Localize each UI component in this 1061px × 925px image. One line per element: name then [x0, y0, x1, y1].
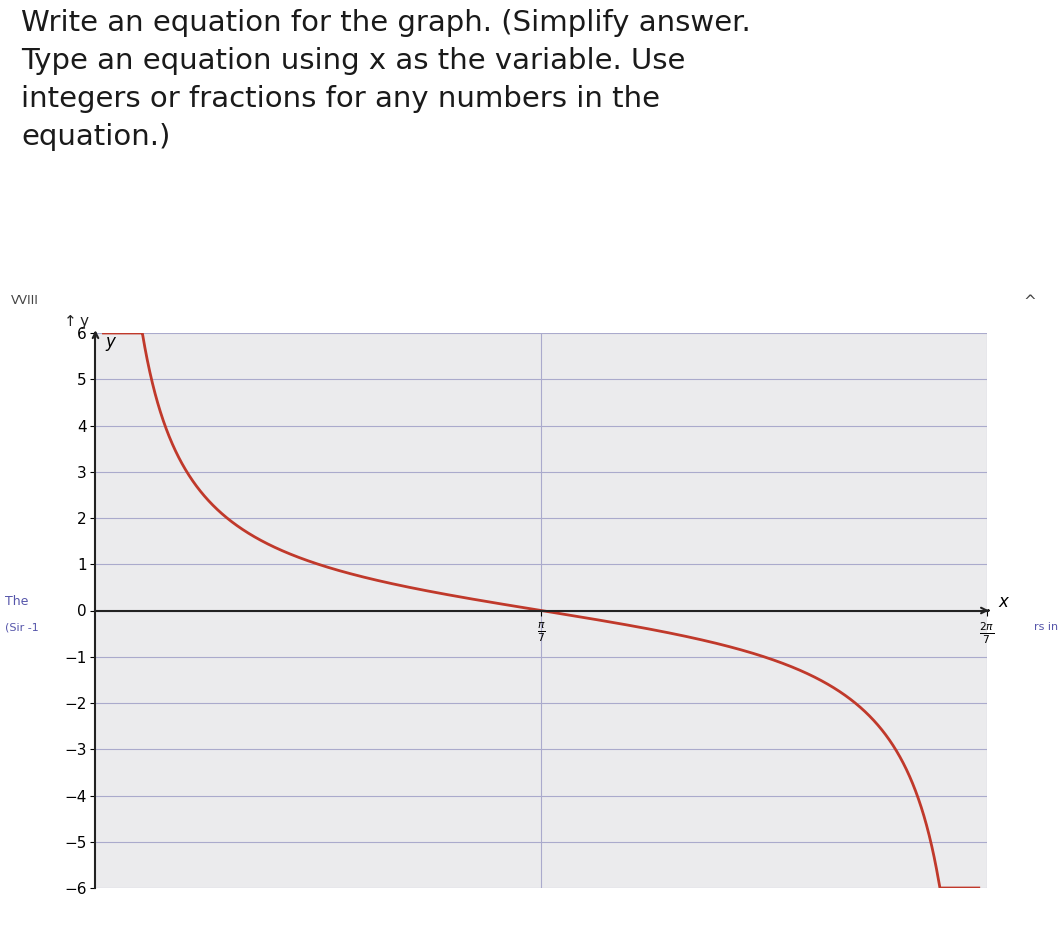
Text: (Sir -1: (Sir -1 [5, 623, 39, 632]
Text: $\uparrow$y: $\uparrow$y [62, 313, 90, 331]
Text: Write an equation for the graph. (Simplify answer.
Type an equation using x as t: Write an equation for the graph. (Simpli… [21, 9, 751, 151]
Text: The: The [5, 595, 29, 608]
Text: ^: ^ [1024, 294, 1037, 309]
Text: rs in t: rs in t [1034, 623, 1061, 632]
Text: x: x [998, 593, 1009, 611]
Text: y: y [105, 333, 116, 351]
Text: $\frac{2\pi}{7}$: $\frac{2\pi}{7}$ [947, 609, 962, 633]
Text: VVIII: VVIII [11, 294, 38, 307]
